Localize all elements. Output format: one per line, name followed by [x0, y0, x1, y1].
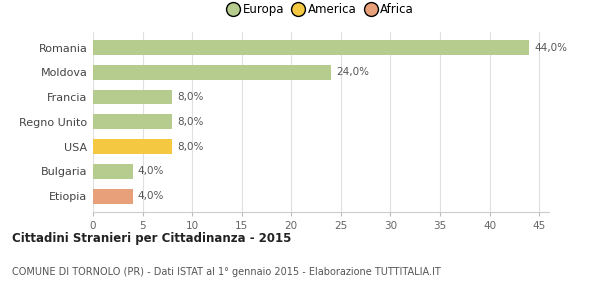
- Text: 8,0%: 8,0%: [177, 142, 203, 152]
- Text: 8,0%: 8,0%: [177, 92, 203, 102]
- Text: 8,0%: 8,0%: [177, 117, 203, 127]
- Text: 44,0%: 44,0%: [534, 43, 567, 52]
- Bar: [93, 114, 172, 129]
- Text: 4,0%: 4,0%: [137, 166, 164, 176]
- Bar: [93, 65, 331, 80]
- Bar: [93, 139, 172, 154]
- Bar: [93, 90, 172, 104]
- Bar: [93, 164, 133, 179]
- Bar: [93, 189, 133, 204]
- Text: Cittadini Stranieri per Cittadinanza - 2015: Cittadini Stranieri per Cittadinanza - 2…: [12, 232, 292, 245]
- Text: 4,0%: 4,0%: [137, 191, 164, 201]
- Text: 24,0%: 24,0%: [336, 67, 369, 77]
- Legend: Europa, America, Africa: Europa, America, Africa: [226, 1, 416, 19]
- Bar: [93, 40, 529, 55]
- Text: COMUNE DI TORNOLO (PR) - Dati ISTAT al 1° gennaio 2015 - Elaborazione TUTTITALIA: COMUNE DI TORNOLO (PR) - Dati ISTAT al 1…: [12, 267, 441, 277]
